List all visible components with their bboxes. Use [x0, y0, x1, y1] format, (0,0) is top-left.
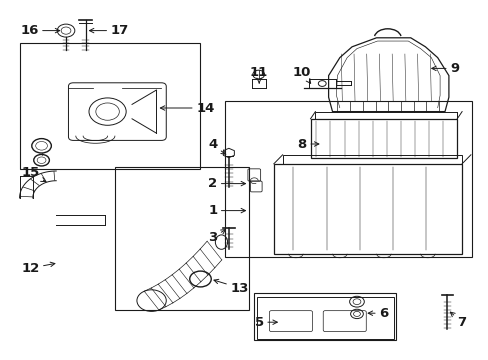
Text: 16: 16 — [20, 24, 60, 37]
Text: 12: 12 — [21, 262, 55, 275]
Text: 3: 3 — [208, 230, 225, 244]
Text: 5: 5 — [254, 316, 277, 329]
Bar — [282, 155, 461, 164]
Text: 2: 2 — [208, 177, 245, 190]
Text: 10: 10 — [292, 66, 311, 83]
Text: 8: 8 — [297, 138, 318, 150]
Text: 1: 1 — [208, 204, 245, 217]
Text: 11: 11 — [249, 66, 268, 83]
Bar — [310, 119, 456, 158]
Text: 6: 6 — [367, 307, 387, 320]
Bar — [256, 297, 393, 339]
Text: 15: 15 — [21, 166, 45, 182]
Text: 4: 4 — [208, 138, 225, 154]
Text: 13: 13 — [214, 279, 248, 294]
Bar — [20, 43, 200, 169]
Bar — [224, 101, 471, 257]
Bar — [115, 167, 249, 310]
Text: 14: 14 — [160, 102, 214, 114]
Text: 17: 17 — [89, 24, 129, 37]
Bar — [273, 164, 461, 254]
Bar — [315, 112, 456, 119]
Bar — [254, 293, 395, 340]
Text: 7: 7 — [449, 312, 466, 329]
Text: 9: 9 — [431, 62, 458, 75]
